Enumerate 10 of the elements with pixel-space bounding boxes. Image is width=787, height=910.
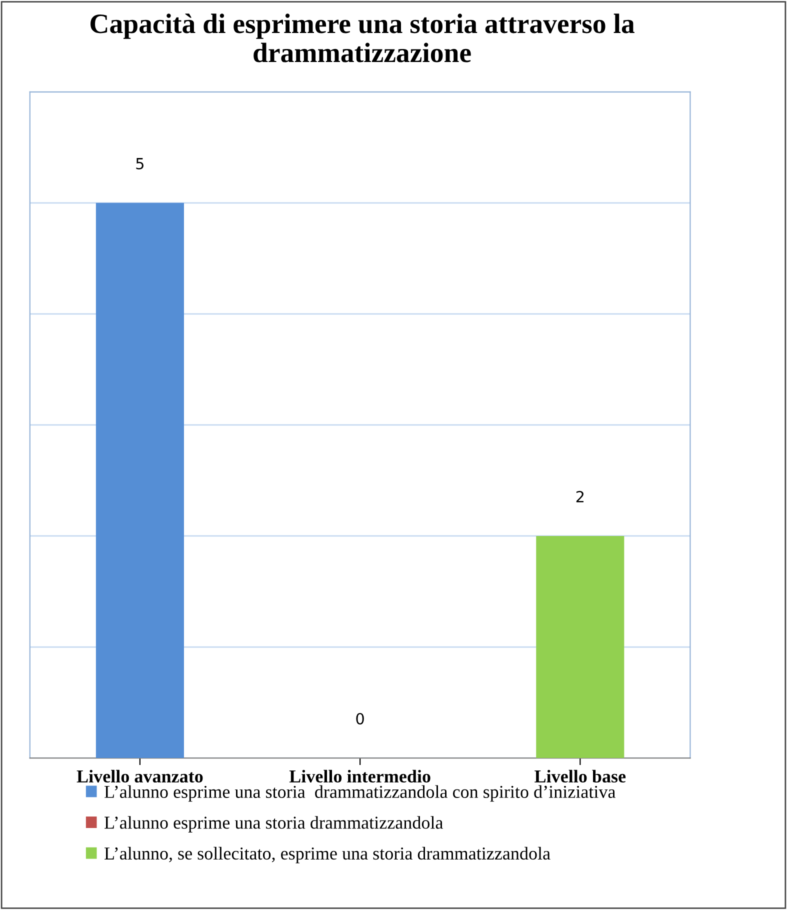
legend-label: L’alunno, se sollecitato, esprime una storia drammatizzandola	[104, 846, 550, 864]
legend-label: L’alunno esprime una storia drammatizzandola	[104, 816, 444, 832]
x-tick-label: Livello intermedio	[289, 770, 430, 783]
data-label: 5	[136, 158, 144, 170]
legend-label: L’alunno esprime una storia drammatizzandola con spirito d’iniziativa	[104, 785, 616, 802]
data-label: 0	[356, 712, 364, 725]
x-tick-label: Livello avanzato	[76, 770, 203, 783]
data-label: 2	[576, 490, 584, 502]
chart-title: Capacità di esprimere una storia attraverso la drammatizzazione	[90, 14, 634, 62]
x-tick-label: Livello base	[534, 770, 626, 783]
